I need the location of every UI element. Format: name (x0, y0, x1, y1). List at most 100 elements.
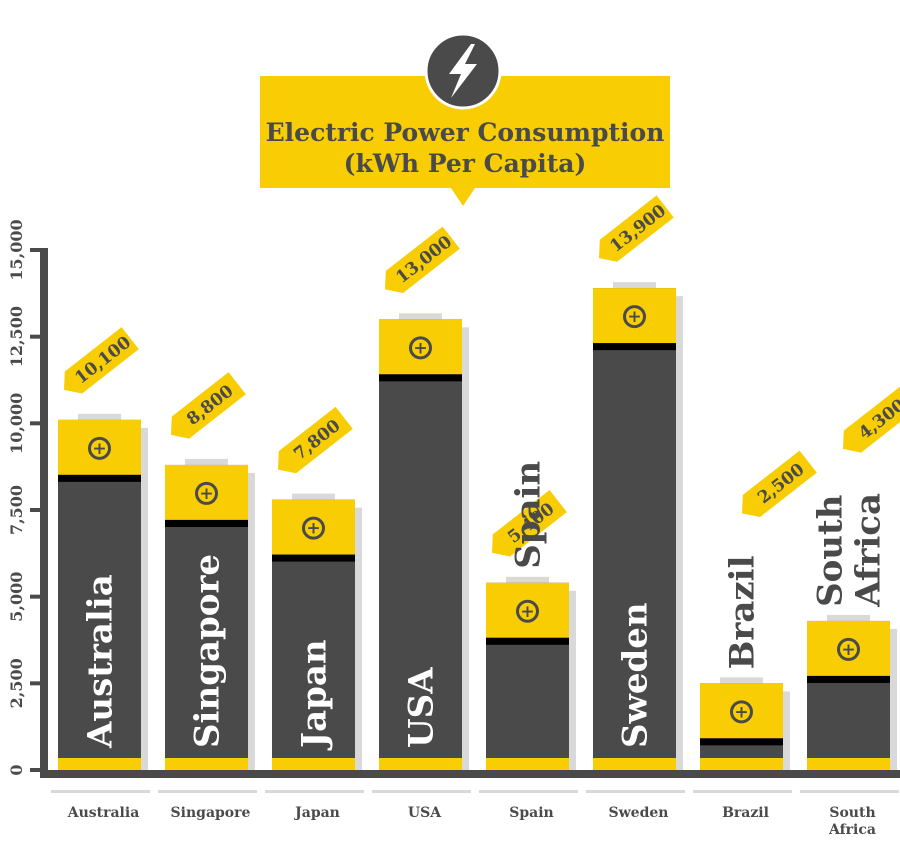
bar-name-label: Spain (509, 461, 549, 569)
plus-symbol-text: + (841, 640, 855, 660)
value-badge: 10,100 (64, 327, 139, 394)
plus-symbol-icon (88, 436, 111, 460)
y-axis-line (40, 248, 48, 778)
battery-terminal (185, 458, 228, 465)
y-tick-label: 15,000 (7, 219, 26, 280)
plus-symbol-icon (409, 336, 432, 360)
plus-symbol-text: + (306, 519, 320, 539)
value-badge: 7,800 (278, 406, 353, 474)
x-tick-label: Spain (509, 805, 553, 821)
value-badge-shape (599, 195, 674, 262)
x-tick-label: South (829, 805, 875, 821)
value-badge-shape (843, 386, 900, 453)
y-tick-mark (30, 768, 48, 772)
battery-band (379, 374, 462, 382)
title-banner-pointer (451, 188, 475, 206)
battery-bar: +10,100 Australia (58, 327, 148, 770)
y-tick-mark (30, 334, 48, 339)
value-badge: 2,500 (742, 450, 817, 517)
battery-band (807, 675, 890, 683)
battery-bottom-stripe (165, 758, 248, 770)
plus-symbol-text: + (734, 702, 748, 722)
battery-body (593, 288, 676, 770)
battery-shadow (783, 691, 790, 770)
battery-bottom-stripe (593, 758, 676, 770)
bar-name-label: Japan (295, 639, 335, 751)
value-badge: 8,800 (171, 372, 246, 439)
battery-shadow (462, 327, 469, 770)
value-badge: 13,000 (385, 226, 460, 293)
x-tick-label: Australia (67, 805, 140, 821)
bar-name-label: South (811, 495, 851, 607)
y-tick-mark (30, 681, 48, 686)
value-badge: 4,300 (843, 386, 900, 453)
y-tick-mark (30, 248, 48, 252)
battery-bottom-stripe (58, 758, 141, 770)
battery-bottom-stripe (700, 758, 783, 770)
battery-bar: +7,800 Japan (272, 406, 362, 770)
plus-symbol-icon (623, 305, 646, 329)
battery-band (165, 519, 248, 527)
bars-layer: +10,100 Australia +8,800 Singapore +7,800 Jap… (58, 195, 900, 770)
battery-shadow (890, 628, 897, 770)
battery-terminal (78, 413, 121, 420)
y-tick-mark (30, 594, 48, 599)
battery-bar: +13,000 USA (379, 226, 469, 770)
x-tick-underline (693, 790, 792, 793)
bar-name-label: Brazil (723, 555, 763, 669)
value-badge-shape (492, 490, 567, 557)
value-badge-shape (278, 406, 353, 474)
value-badge-shape (171, 372, 246, 439)
battery-terminal (827, 614, 870, 621)
battery-terminal (506, 576, 549, 583)
value-badge-shape (385, 226, 460, 293)
bar-name-label: USA (402, 667, 442, 748)
bar-name-label: Singapore (188, 554, 228, 748)
y-tick-label: 0 (7, 764, 26, 775)
battery-body (379, 319, 462, 770)
y-tick-mark (30, 508, 48, 512)
lightning-badge-ring (424, 32, 502, 110)
x-tick-underline (372, 790, 471, 793)
battery-terminal (292, 493, 335, 500)
y-tick-mark (30, 421, 48, 426)
x-tick-label: Africa (828, 822, 876, 838)
lightning-bolt-icon (449, 44, 477, 98)
bar-name-label: Sweden (616, 602, 656, 748)
battery-band (272, 554, 355, 562)
x-tick-underline (265, 790, 364, 793)
battery-terminal (399, 313, 442, 320)
battery-bottom-stripe (272, 758, 355, 770)
y-tick-label: 12,500 (7, 306, 26, 367)
chart-title: Electric Power Consumption (266, 118, 665, 147)
value-badge: 13,900 (599, 195, 674, 262)
axis-layer: 0 2,500 5,000 7,500 10,000 12,500 15,000 (7, 219, 900, 778)
battery-terminal (720, 677, 763, 684)
battery-shadow (141, 427, 148, 770)
chart-subtitle: (kWh Per Capita) (344, 149, 587, 178)
plus-symbol-icon (837, 637, 860, 661)
plus-symbol-text: + (92, 439, 106, 459)
x-tick-underline (158, 790, 257, 793)
x-tick-underline (800, 790, 899, 793)
bar-name-label: Australia (81, 574, 121, 749)
value-badge-shape (64, 327, 139, 394)
bar-name-label: Africa (849, 493, 889, 608)
y-tick-label: 7,500 (7, 485, 26, 535)
plus-symbol-icon (516, 599, 539, 623)
battery-bottom-stripe (486, 758, 569, 770)
plus-symbol-text: + (520, 602, 534, 622)
plus-symbol-text: + (199, 484, 213, 504)
x-tick-underline (479, 790, 578, 793)
battery-bar: +2,500 Brazil (700, 450, 817, 770)
plus-symbol-icon (302, 516, 325, 540)
x-tick-underline (51, 790, 150, 793)
battery-shadow (355, 507, 362, 770)
plus-symbol-icon (195, 481, 218, 505)
battery-bar: +13,900 Sweden (593, 195, 683, 770)
battery-band (486, 637, 569, 645)
plus-symbol-text: + (413, 338, 427, 358)
